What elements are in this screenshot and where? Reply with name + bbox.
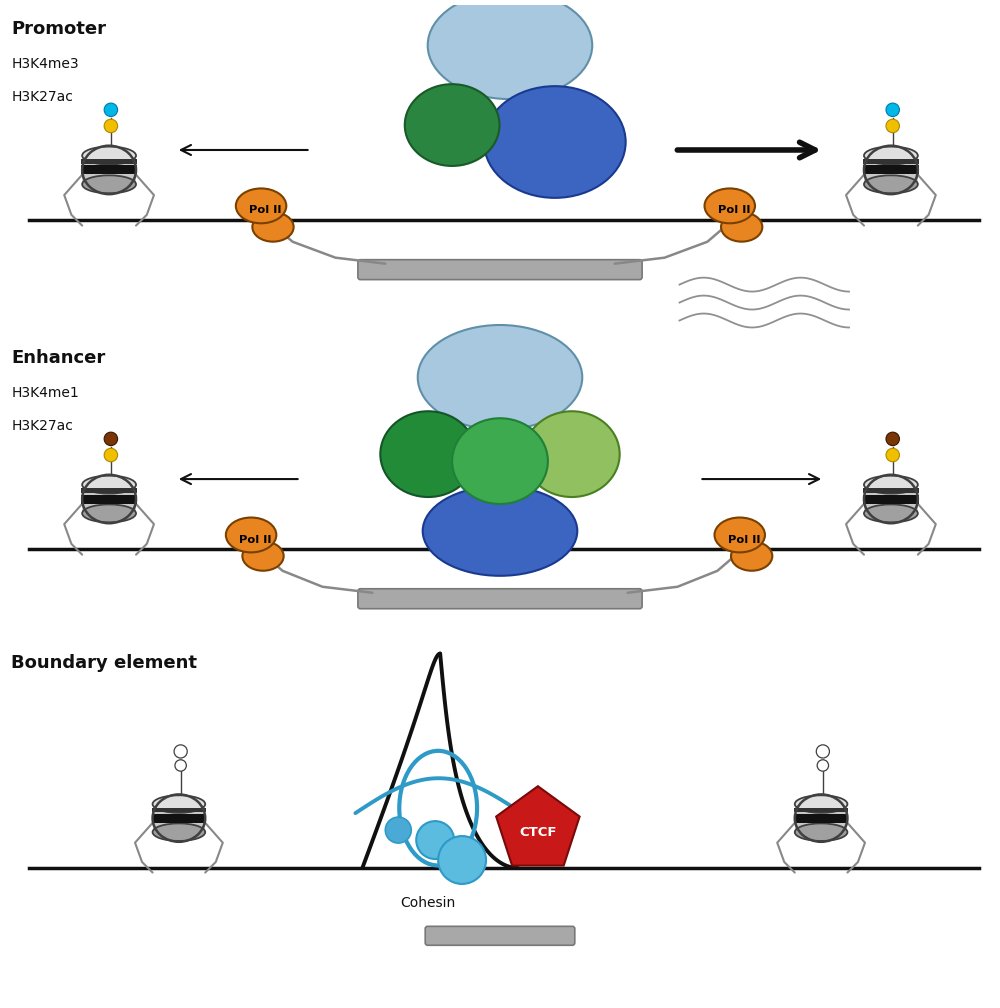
Circle shape [886, 432, 899, 446]
Ellipse shape [418, 325, 582, 429]
Polygon shape [496, 786, 580, 866]
Text: Enhancer: Enhancer [11, 350, 106, 368]
Circle shape [886, 449, 899, 462]
FancyBboxPatch shape [425, 926, 575, 946]
Text: TF: TF [443, 118, 462, 132]
Text: Pol II: Pol II [728, 534, 761, 544]
Ellipse shape [864, 504, 918, 522]
Ellipse shape [82, 175, 136, 194]
FancyBboxPatch shape [358, 589, 642, 609]
Ellipse shape [731, 541, 772, 571]
Bar [81, 488, 137, 493]
Ellipse shape [795, 824, 847, 841]
Bar [794, 813, 848, 823]
Ellipse shape [82, 504, 136, 522]
Ellipse shape [153, 824, 205, 841]
Bar [863, 488, 919, 493]
Text: PIC: PIC [541, 134, 569, 149]
Bar [152, 807, 206, 812]
Text: H3K4me1: H3K4me1 [11, 386, 79, 400]
Ellipse shape [82, 476, 136, 494]
Text: Pol II: Pol II [249, 206, 282, 216]
Text: CTCF: CTCF [519, 826, 557, 839]
Ellipse shape [864, 476, 918, 494]
Ellipse shape [423, 486, 577, 576]
Ellipse shape [452, 418, 548, 504]
Ellipse shape [715, 517, 765, 552]
Circle shape [104, 119, 118, 133]
Circle shape [886, 119, 899, 133]
Bar [863, 165, 919, 174]
Ellipse shape [380, 411, 476, 497]
Ellipse shape [524, 411, 620, 497]
Circle shape [174, 745, 187, 758]
Ellipse shape [242, 541, 284, 571]
Text: Cohesin: Cohesin [401, 896, 456, 910]
Circle shape [104, 432, 118, 446]
Bar [794, 807, 848, 812]
Text: TF: TF [410, 445, 427, 458]
Text: TF: TF [491, 455, 509, 468]
Bar [864, 485, 918, 513]
Bar [863, 495, 919, 504]
Bar [863, 159, 919, 163]
Text: H3K4me3: H3K4me3 [11, 57, 79, 72]
Text: Boundary element: Boundary element [11, 653, 197, 671]
Text: H3K27ac: H3K27ac [11, 90, 73, 104]
Circle shape [416, 822, 454, 859]
Circle shape [816, 745, 829, 758]
Bar [82, 485, 136, 513]
Ellipse shape [226, 517, 276, 552]
Circle shape [104, 103, 118, 117]
Bar [795, 804, 847, 833]
Ellipse shape [428, 0, 592, 99]
Ellipse shape [252, 213, 294, 242]
Text: TF: TF [571, 445, 588, 458]
Ellipse shape [82, 146, 136, 164]
Bar [81, 165, 137, 174]
Bar [864, 155, 918, 184]
Text: Pol II: Pol II [718, 206, 751, 216]
Ellipse shape [705, 188, 755, 224]
Ellipse shape [484, 86, 626, 198]
Bar [82, 155, 136, 184]
Bar [81, 495, 137, 504]
Bar [152, 813, 206, 823]
Ellipse shape [864, 175, 918, 194]
Text: Promoter: Promoter [11, 20, 106, 38]
Text: complex: complex [474, 385, 526, 398]
Text: complex: complex [483, 53, 536, 67]
Text: PIC: PIC [488, 528, 512, 541]
Ellipse shape [405, 85, 500, 166]
Ellipse shape [795, 795, 847, 812]
Bar [153, 804, 205, 833]
Text: Pol II: Pol II [239, 534, 272, 544]
Text: Mediator: Mediator [482, 32, 538, 44]
Circle shape [175, 760, 186, 771]
Bar [81, 159, 137, 163]
Ellipse shape [721, 213, 762, 242]
Text: Mediator: Mediator [472, 365, 528, 378]
Ellipse shape [153, 795, 205, 812]
FancyBboxPatch shape [358, 260, 642, 279]
Ellipse shape [236, 188, 286, 224]
Circle shape [385, 817, 411, 843]
Circle shape [104, 449, 118, 462]
Circle shape [886, 103, 899, 117]
Text: H3K27ac: H3K27ac [11, 419, 73, 433]
Circle shape [438, 836, 486, 884]
Ellipse shape [864, 146, 918, 164]
Circle shape [817, 760, 829, 771]
